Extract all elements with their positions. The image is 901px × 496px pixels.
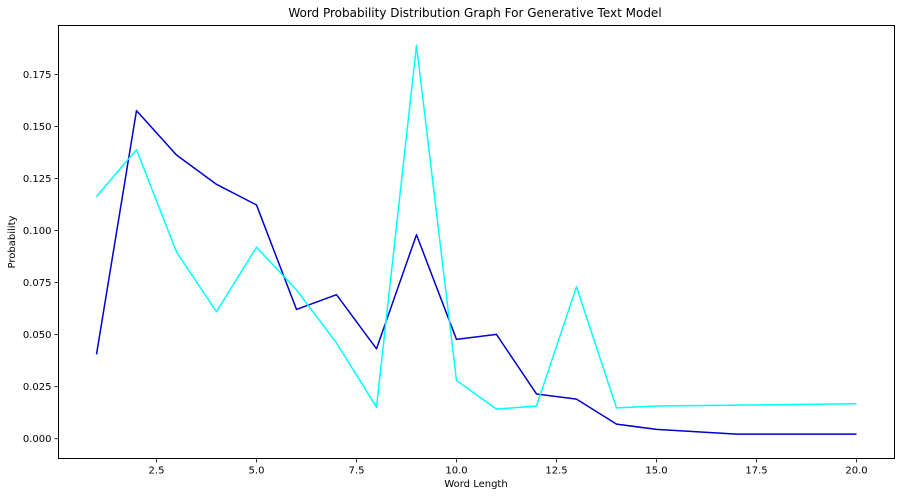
chart-title: Word Probability Distribution Graph For … bbox=[288, 6, 661, 20]
y-tick-label: 0.100 bbox=[23, 226, 52, 237]
x-tick-label: 15.0 bbox=[645, 466, 667, 477]
y-tick-label: 0.150 bbox=[23, 122, 52, 133]
series-line-2 bbox=[95, 44, 857, 410]
y-axis-ticks: 0.000 0.025 0.050 0.075 0.100 0.125 0.150 0.175 bbox=[23, 70, 59, 445]
x-tick-label: 17.5 bbox=[745, 466, 767, 477]
y-tick-label: 0.025 bbox=[23, 382, 52, 393]
x-tick-label: 2.5 bbox=[149, 466, 165, 477]
x-axis-ticks: 2.5 5.0 7.5 10.0 12.5 15.0 17.5 20.0 bbox=[149, 458, 868, 477]
series-line-1 bbox=[95, 109, 857, 435]
y-tick-label: 0.175 bbox=[23, 70, 52, 81]
x-tick-label: 7.5 bbox=[349, 466, 365, 477]
series-layer bbox=[95, 44, 857, 435]
y-axis-label: Probability bbox=[7, 215, 18, 268]
x-tick-label: 10.0 bbox=[445, 466, 467, 477]
x-tick-label: 5.0 bbox=[249, 466, 265, 477]
x-tick-label: 12.5 bbox=[545, 466, 567, 477]
y-tick-label: 0.075 bbox=[23, 278, 52, 289]
y-tick-label: 0.050 bbox=[23, 330, 52, 341]
y-tick-label: 0.125 bbox=[23, 174, 52, 185]
x-tick-label: 20.0 bbox=[845, 466, 867, 477]
y-tick-label: 0.000 bbox=[23, 434, 52, 445]
x-axis-label: Word Length bbox=[444, 479, 507, 490]
plot-frame bbox=[58, 25, 895, 459]
